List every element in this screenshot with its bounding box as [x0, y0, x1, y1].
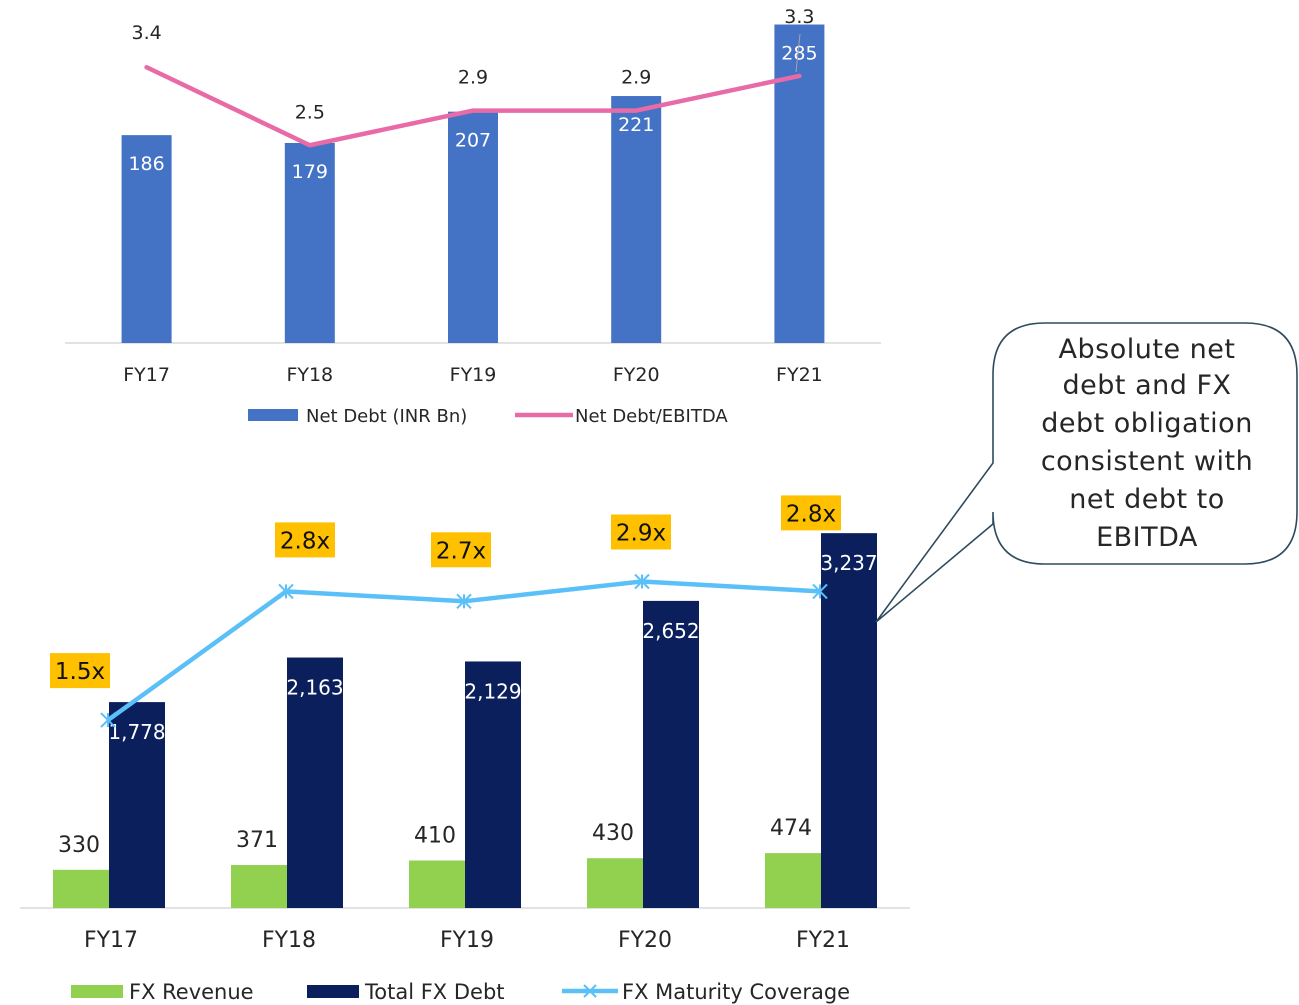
net-debt-label-fy20: 221 [618, 114, 654, 136]
fx-debt-bar-fy20 [643, 600, 699, 908]
x-tick-fy19: FY19 [450, 364, 497, 386]
fx-debt-bar-fy21 [821, 533, 877, 908]
fx-coverage-marker-fy20 [634, 573, 650, 590]
fx-revenue-bar-fy21 [765, 853, 821, 908]
legend-label-fx-debt: Total FX Debt [364, 980, 505, 1004]
fx-debt-label-fy19: 2,129 [464, 679, 521, 703]
fx-revenue-bar-fy17 [53, 869, 109, 908]
fx-debt-bar-fy17 [109, 702, 165, 908]
fx-debt-bar-fy19 [465, 661, 521, 908]
net-debt-chart: 186 FY17 179 FY18 207 FY19 221 FY20 285 FY21 3.4 2.… [65, 6, 881, 427]
coverage-label-text: 1.5x [55, 659, 105, 685]
coverage-label-bg [431, 532, 491, 568]
net-debt-label-fy21: 285 [781, 43, 817, 65]
callout-line-4: consistent with [1041, 446, 1253, 477]
legend-label-net-debt: Net Debt (INR Bn) [306, 406, 467, 427]
x-tick-fy17: FY17 [84, 928, 138, 953]
fx-revenue-bar-fy20 [587, 858, 643, 908]
ebitda-label-fy19: 2.9 [458, 67, 488, 89]
callout-line-5: net debt to [1069, 484, 1225, 515]
callout-line-1: Absolute net [1059, 334, 1236, 365]
ebitda-label-leader [795, 33, 801, 73]
fx-debt-label-fy20: 2,652 [642, 619, 699, 643]
coverage-label-text: 2.9x [616, 521, 666, 547]
x-tick-fy17: FY17 [123, 364, 170, 386]
ebitda-label-fy18: 2.5 [295, 101, 325, 123]
legend-swatch-fx-debt [307, 985, 359, 998]
callout-line-3: debt obligation [1041, 408, 1253, 439]
ebitda-label-fy20: 2.9 [621, 67, 651, 89]
x-tick-fy20: FY20 [613, 364, 660, 386]
legend-swatch-net-debt [248, 409, 298, 421]
fx-debt-label-fy21: 3,237 [820, 551, 877, 575]
fx-revenue-label-fy18: 371 [236, 828, 278, 853]
net-debt-bar-fy20 [611, 96, 662, 343]
ebitda-label-fy17: 3.4 [131, 22, 161, 44]
ebitda-label-fy21: 3.3 [784, 6, 814, 28]
fx-debt-label-fy18: 2,163 [286, 676, 343, 700]
fx-revenue-label-fy19: 410 [414, 824, 456, 849]
fx-revenue-bar-fy19 [409, 860, 465, 908]
fx-revenue-label-fy20: 430 [592, 821, 634, 846]
coverage-label-text: 2.8x [786, 501, 836, 527]
fx-revenue-label-fy17: 330 [58, 833, 100, 858]
callout-box: Absolute net debt and FX debt obligation… [875, 322, 1298, 623]
fx-debt-bar-fy18 [287, 657, 343, 908]
net-debt-bar-fy17 [121, 135, 172, 343]
net-debt-ebitda-line [144, 64, 802, 148]
fx-coverage-label-fy19: 2.7x [431, 532, 491, 568]
net-debt-label-fy19: 207 [455, 130, 491, 152]
fx-coverage-label-fy21: 2.8x [781, 495, 841, 531]
fx-coverage-marker-fy18 [278, 583, 294, 600]
coverage-label-bg [781, 495, 841, 531]
coverage-label-text: 2.7x [436, 538, 486, 564]
legend-label-fx-coverage: FX Maturity Coverage [622, 980, 850, 1004]
fx-coverage-label-fy20: 2.9x [611, 514, 671, 550]
callout-line-6: EBITDA [1096, 522, 1198, 553]
x-tick-fy21: FY21 [776, 364, 823, 386]
x-tick-fy20: FY20 [618, 928, 672, 953]
coverage-label-bg [275, 522, 335, 558]
fx-coverage-marker-fy17 [100, 712, 116, 728]
x-tick-fy19: FY19 [440, 928, 494, 953]
coverage-label-bg [611, 514, 671, 550]
net-debt-label-fy17: 186 [128, 153, 164, 175]
fx-debt-label-fy17: 1,778 [108, 720, 165, 744]
callout-line-2: debt and FX [1063, 370, 1232, 401]
net-debt-bar-fy18 [284, 142, 335, 343]
fx-revenue-bar-fy18 [231, 865, 287, 908]
callout-outline [875, 322, 1298, 623]
x-tick-fy18: FY18 [262, 928, 316, 953]
fx-debt-chart: 330 1,778 FY17 371 2,163 FY18 410 2,129 FY19 430 2… [20, 495, 910, 1004]
coverage-label-text: 2.8x [280, 528, 330, 554]
fx-coverage-marker-fy21 [812, 583, 828, 600]
legend-label-fx-revenue: FX Revenue [129, 980, 254, 1004]
x-tick-fy21: FY21 [796, 928, 850, 953]
fx-coverage-label-fy17: 1.5x [50, 653, 110, 689]
x-tick-fy18: FY18 [286, 364, 333, 386]
net-debt-label-fy18: 179 [292, 161, 328, 183]
legend-label-net-debt-ebitda: Net Debt/EBITDA [575, 406, 728, 427]
net-debt-bar-fy19 [448, 111, 498, 344]
coverage-label-bg [50, 653, 110, 689]
marker-stroke-b [583, 984, 597, 998]
fx-coverage-label-fy18: 2.8x [275, 522, 335, 558]
fx-revenue-label-fy21: 474 [770, 816, 812, 841]
fx-coverage-marker-fy19 [456, 593, 472, 610]
net-debt-bar-fy21 [774, 24, 825, 343]
legend-marker-fx-coverage [583, 984, 597, 998]
legend-swatch-fx-revenue [71, 985, 123, 998]
